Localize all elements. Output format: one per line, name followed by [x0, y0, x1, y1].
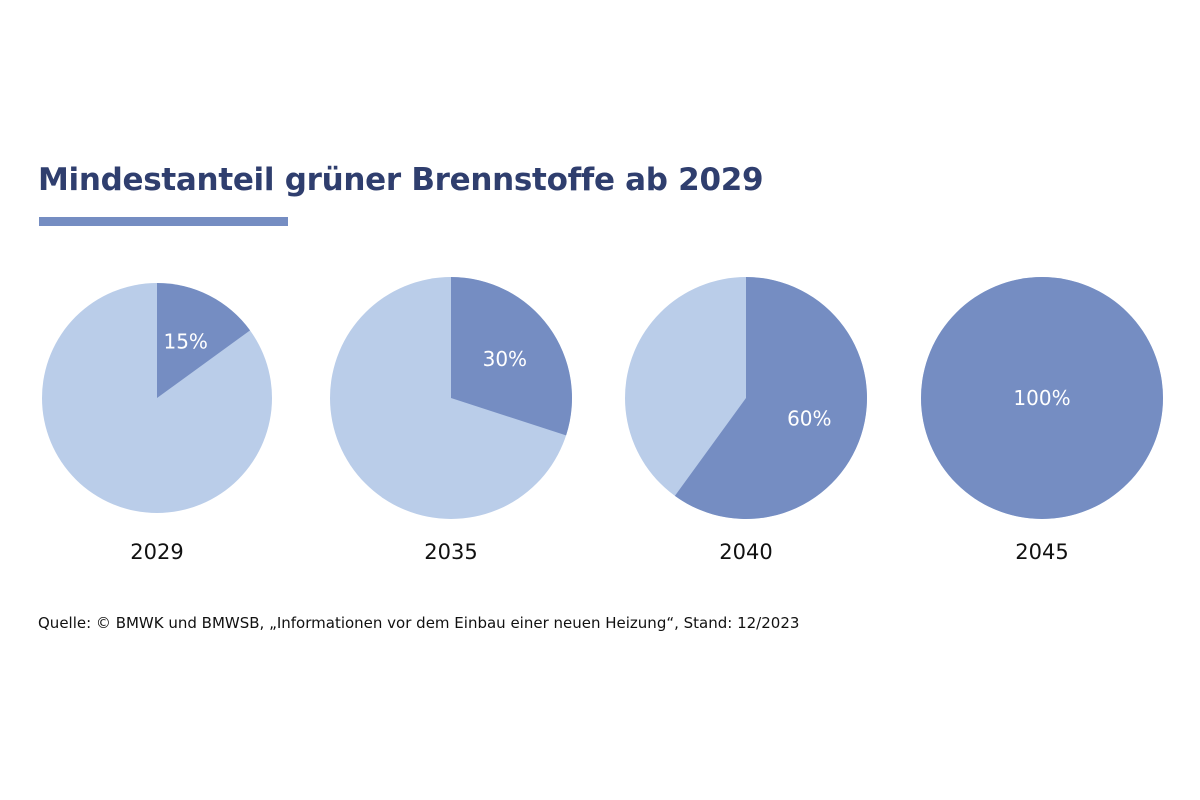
- pie-2040-data-label: 60%: [787, 407, 831, 431]
- pie-2029-slice: [157, 283, 251, 398]
- pie-2035-data-label: 30%: [483, 347, 527, 371]
- pie-2035-slice: [451, 277, 572, 436]
- pie-2029-category-label: 2029: [130, 540, 183, 564]
- pie-2045-category-label: 2045: [1015, 540, 1068, 564]
- pie-2040-category-label: 2040: [719, 540, 772, 564]
- pie-2045-data-label: 100%: [1013, 386, 1070, 410]
- pie-2040-slice: [674, 277, 867, 519]
- source-note: Quelle: © BMWK und BMWSB, „Informationen…: [38, 614, 800, 632]
- chart-title: Mindestanteil grüner Brennstoffe ab 2029: [38, 162, 764, 198]
- title-underline: [39, 217, 288, 226]
- pie-2029-data-label: 15%: [163, 330, 207, 354]
- pie-2045-slice: [921, 277, 1163, 519]
- pie-2035-category-label: 2035: [424, 540, 477, 564]
